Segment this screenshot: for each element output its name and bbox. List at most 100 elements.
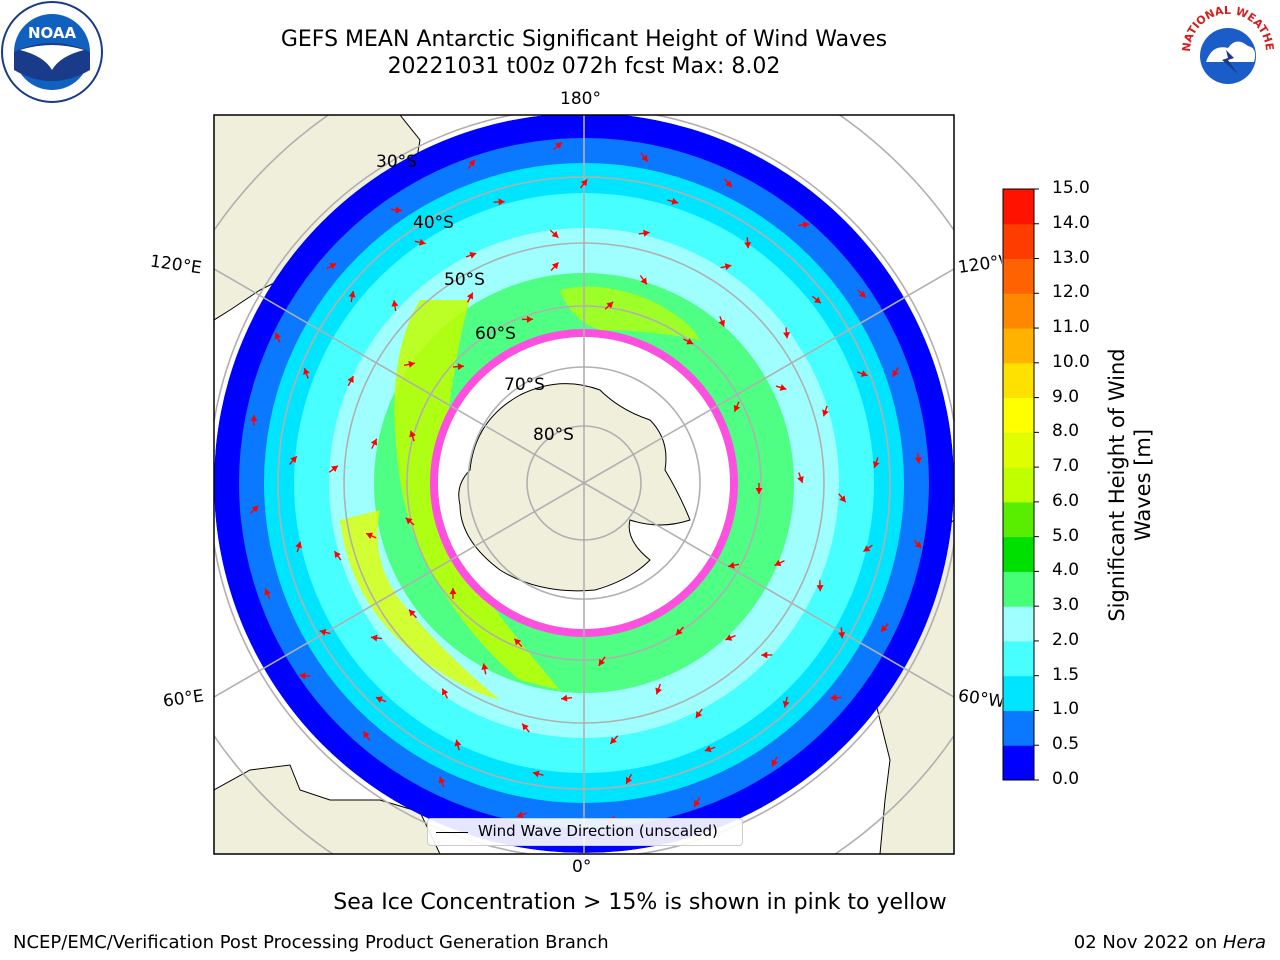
africa-land [214,764,441,854]
wind-arrow-head [640,277,647,285]
lat-label-70s: 70°S [504,375,545,395]
colorbar-tick-label: 5.0 [1052,525,1080,546]
colorbar-tick-label: 12.0 [1052,282,1090,303]
wind-arrow-head [676,628,683,636]
wind-arrow-head [892,369,899,377]
colorbar-swatch [1003,189,1034,225]
wind-arrow-head [264,588,271,596]
wind-arrow-head [466,292,473,300]
antarctica-land [458,383,691,592]
lat-label-80s: 80°S [533,425,574,445]
wind-arrow-head [718,319,726,327]
colorbar-swatch [1003,571,1034,607]
wind-arrow-head [783,332,791,339]
footer-date: 02 Nov 2022 on Hera [1074,932,1266,953]
colorbar-tick-label: 3.0 [1052,595,1080,616]
wind-arrow-head [779,384,787,391]
wind-arrow-head [375,696,383,703]
colorbar-tick-label: 2.0 [1052,629,1080,650]
colorbar-frame [1002,188,1035,781]
wind-arrow-head [671,197,679,205]
colorbar-tick-label: 10.0 [1052,351,1090,372]
wind-arrow-head [371,634,378,642]
footer-machine: Hera [1222,932,1266,953]
wind-arrow-head [606,301,614,309]
wind-arrow-head [334,551,341,559]
wind-arrow-head [319,628,327,636]
nws-logo: NATIONAL WEATHER SERVICE [1176,0,1278,102]
wave-height-field [214,115,954,853]
wind-arrow-head [625,776,633,784]
colorbar [1002,188,1039,781]
wind-arrow-head [363,731,370,739]
wind-arrow-head [686,338,694,345]
wind-arrow-head [454,739,462,747]
wind-arrow-head [774,559,782,567]
wind-arrow-head [348,291,356,298]
wind-arrow-head [838,632,846,639]
colorbar-swatch [1003,223,1034,260]
colorbar-tick-label: 15.0 [1052,178,1090,198]
wind-arrow-head [408,360,415,368]
wind-arrow-head [295,541,303,549]
wind-wave-direction-arrows [249,141,922,825]
wind-arrow-head [771,759,778,767]
wind-arrow-head [839,495,846,503]
wind-arrow-head [598,658,606,666]
wind-arrow-head [347,376,354,384]
colorbar-swatch [1003,606,1034,642]
wind-arrow-head [449,588,457,595]
wind-arrow-head [761,651,768,659]
colorbar-swatch [1003,362,1034,399]
wind-arrow-head [610,737,617,744]
wind-arrow-head [802,221,810,229]
wind-arrow-head [526,315,533,323]
wind-arrow-head [816,584,824,592]
footer-organization: NCEP/EMC/Verification Post Processing Pr… [13,932,609,953]
colorbar-tick-label: 0.0 [1052,769,1080,789]
lat-label-60s: 60°S [475,324,516,344]
colorbar-tick-label: 1.0 [1052,699,1080,720]
wind-arrow-head [391,300,399,307]
wind-arrow-head [755,488,763,494]
wind-arrow-head [469,252,477,259]
footer-date-text: 02 Nov 2022 on [1073,932,1223,953]
colorbar-swatch [1003,467,1034,503]
colorbar-swatch [1003,258,1034,294]
high-wave-zone-north [560,286,700,340]
colorbar-tick-label: 13.0 [1052,247,1090,268]
wind-arrow-head [274,332,282,340]
wind-arrow-head [409,430,416,438]
wind-arrow-head [303,368,310,375]
wind-arrow-head [881,625,888,632]
wind-arrow-head [481,663,489,671]
wind-arrow-head [814,296,821,304]
legend-label: Wind Wave Direction (unscaled) [478,822,718,840]
colorbar-tick-label: 9.0 [1052,386,1080,407]
noaa-logo-text: NOAA [28,24,77,42]
wind-arrow-head [724,263,732,271]
wind-arrow-head [457,363,464,371]
wind-arrow-head [290,456,297,463]
map-frame [213,114,955,855]
colorbar-swatch [1003,640,1034,677]
noaa-logo: NOAA [1,1,103,103]
wind-arrow-head [329,263,337,270]
wind-arrow-head [728,561,735,569]
map-legend: Wind Wave Direction (unscaled) [427,818,743,846]
colorbar-tick-label: 1.5 [1052,664,1080,685]
colorbar-tick-label: 8.0 [1052,421,1080,442]
colorbar-swatch [1003,293,1034,329]
wind-arrow-head [514,638,522,646]
wind-arrow-head [830,694,837,702]
wind-arrow-head [782,700,790,708]
wind-arrow-head [250,414,258,421]
wind-arrow-head [441,688,449,696]
wind-arrow-head [914,541,922,549]
wind-arrow-head [704,745,712,753]
colorbar-tick-label: 4.0 [1052,560,1080,581]
wind-arrow-head [797,476,804,483]
legend-line-symbol [436,832,468,833]
chart-subtitle: 20221031 t00z 072h fcst Max: 8.02 [387,54,781,79]
